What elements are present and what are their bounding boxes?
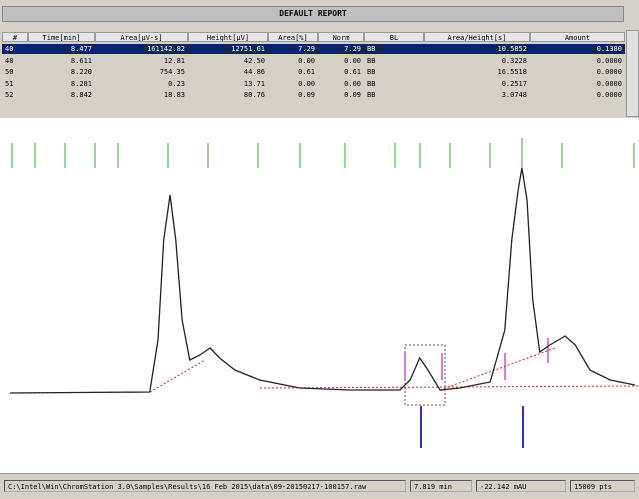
table-cell[interactable]: 7.29 bbox=[268, 44, 318, 54]
table-cell[interactable]: 8.842 bbox=[70, 91, 92, 99]
point-count: 15009 pts bbox=[570, 480, 635, 492]
status-bar: C:\Intel\Win\ChromStation 3.0\Samples\Re… bbox=[0, 473, 639, 499]
table-cell[interactable]: 44.86 bbox=[243, 68, 265, 76]
table-cell[interactable]: 8.611 bbox=[70, 56, 92, 65]
file-path: C:\Intel\Win\ChromStation 3.0\Samples\Re… bbox=[4, 480, 406, 492]
table-cell[interactable]: 50 bbox=[5, 68, 14, 76]
column-header: Norm bbox=[318, 32, 364, 42]
table-cell[interactable]: 18.83 bbox=[163, 91, 185, 99]
table-cell[interactable]: 0.09 bbox=[298, 91, 315, 99]
column-header: Height[µV] bbox=[188, 32, 268, 42]
chromatogram-plot bbox=[0, 118, 639, 473]
table-cell[interactable]: 0.0000 bbox=[596, 68, 622, 76]
table-cell[interactable]: 0.09 bbox=[344, 91, 361, 99]
table-cell[interactable]: 51 bbox=[5, 79, 14, 88]
table-cell[interactable]: 161142.82 bbox=[95, 44, 188, 54]
table-cell[interactable]: 80.76 bbox=[243, 91, 265, 99]
table-cell[interactable]: 0.3228 bbox=[501, 56, 527, 65]
table-cell[interactable]: 16.5518 bbox=[497, 68, 527, 76]
table-cell[interactable]: 0.61 bbox=[298, 68, 315, 76]
table-cell[interactable]: 0.0000 bbox=[596, 91, 622, 99]
peak-id-labels bbox=[420, 406, 524, 448]
table-cell[interactable]: 0.23 bbox=[168, 79, 185, 88]
table-cell[interactable]: 52 bbox=[5, 91, 14, 99]
table-cell[interactable]: 10.5852 bbox=[424, 44, 530, 54]
table-cell[interactable]: 0.0000 bbox=[596, 79, 622, 88]
table-cell[interactable]: 0.00 bbox=[344, 56, 361, 65]
table-cell[interactable]: 0.00 bbox=[298, 56, 315, 65]
table-cell[interactable]: 0.61 bbox=[344, 68, 361, 76]
table-cell[interactable]: 8.477 bbox=[28, 44, 95, 54]
column-header: Time[min] bbox=[28, 32, 95, 42]
report-title: DEFAULT REPORT bbox=[2, 6, 624, 22]
table-cell[interactable]: 0.00 bbox=[298, 79, 315, 88]
report-panel: DEFAULT REPORT # Time[min] Area[µV·s] Heigh… bbox=[0, 0, 639, 118]
table-cell[interactable]: 48 bbox=[5, 56, 14, 65]
table-cell[interactable]: BB bbox=[367, 56, 376, 65]
column-header: Area/Height[s] bbox=[424, 32, 530, 42]
table-cell[interactable]: BB bbox=[367, 68, 376, 76]
column-header: Area[µV·s] bbox=[95, 32, 188, 42]
peak-markers bbox=[404, 338, 549, 380]
table-cell[interactable]: 0.0000 bbox=[596, 56, 622, 65]
table-cell[interactable]: 0.00 bbox=[344, 79, 361, 88]
signal-trace bbox=[9, 167, 636, 394]
table-cell[interactable]: 8.220 bbox=[70, 68, 92, 76]
column-header: Amount bbox=[530, 32, 625, 42]
table-cell[interactable]: BB bbox=[364, 44, 424, 54]
table-cell[interactable]: 40 bbox=[2, 44, 28, 54]
table-cell[interactable]: 8.281 bbox=[70, 79, 92, 88]
table-cell[interactable]: 12751.61 bbox=[188, 44, 268, 54]
table-cell[interactable]: 0.1380 bbox=[530, 44, 625, 54]
table-cell[interactable]: 7.29 bbox=[318, 44, 364, 54]
table-cell[interactable]: 12.81 bbox=[163, 56, 185, 65]
table-cell[interactable]: 42.50 bbox=[243, 56, 265, 65]
table-cell[interactable]: 3.0748 bbox=[501, 91, 527, 99]
cursor-signal: -22.142 mAU bbox=[476, 480, 566, 492]
table-cell[interactable]: 0.2517 bbox=[501, 79, 527, 88]
column-header: Area[%] bbox=[268, 32, 318, 42]
table-cell[interactable]: 754.35 bbox=[159, 68, 185, 76]
peak-annotations bbox=[11, 138, 635, 168]
table-cell[interactable]: BB bbox=[367, 79, 376, 88]
scrollbar[interactable] bbox=[626, 30, 639, 117]
table-cell[interactable]: 13.71 bbox=[243, 79, 265, 88]
column-header: BL bbox=[364, 32, 424, 42]
table-cell[interactable]: BB bbox=[367, 91, 376, 99]
plot-background bbox=[0, 118, 639, 473]
cursor-time: 7.819 min bbox=[410, 480, 472, 492]
column-header: # bbox=[2, 32, 28, 42]
